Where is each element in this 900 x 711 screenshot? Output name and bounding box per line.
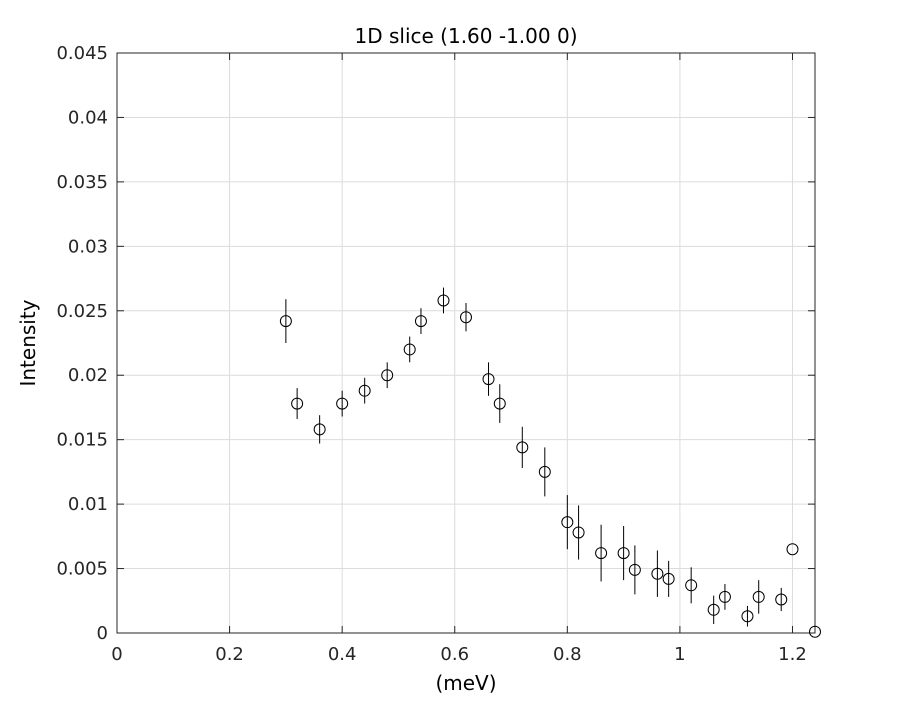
- x-tick-label: 0: [111, 644, 122, 665]
- data-point: [313, 423, 326, 436]
- data-series: [279, 287, 821, 638]
- data-point: [358, 384, 371, 397]
- x-tick-label: 0.6: [440, 644, 469, 665]
- data-point: [336, 397, 349, 410]
- data-point: [662, 572, 675, 585]
- data-point: [775, 593, 788, 606]
- data-point: [460, 311, 472, 324]
- y-tick-label: 0.035: [56, 172, 108, 193]
- x-tick-label: 0.4: [328, 644, 357, 665]
- y-tick-label: 0.025: [56, 301, 108, 322]
- y-tick-label: 0.005: [56, 559, 108, 580]
- data-point: [493, 397, 506, 410]
- x-axis-title: (meV): [435, 671, 496, 695]
- y-axis-title: Intensity: [16, 299, 40, 386]
- y-tick-label: 0: [97, 623, 108, 644]
- data-point: [572, 526, 585, 539]
- x-tick-label: 0.8: [553, 644, 582, 665]
- data-point: [809, 625, 821, 638]
- data-point: [403, 343, 416, 356]
- plot-area-box: [116, 52, 816, 634]
- x-tick-label: 0.2: [215, 644, 244, 665]
- y-tick-label: 0.015: [56, 430, 108, 451]
- data-point: [595, 547, 608, 560]
- x-tick-label: 1.2: [778, 644, 807, 665]
- data-point: [561, 516, 574, 529]
- data-point: [651, 567, 664, 580]
- data-point: [628, 563, 641, 576]
- data-point: [381, 369, 394, 382]
- data-point: [718, 590, 731, 603]
- y-tick-label: 0.02: [68, 365, 108, 386]
- axis-ticks: 0 0.2 0.4 0.6 0.8 1 1.2 0 0.005 0.01 0.015 0.02 0.02…: [56, 43, 815, 665]
- y-tick-label: 0.03: [68, 236, 108, 257]
- data-point: [291, 397, 304, 410]
- data-point: [414, 315, 427, 328]
- data-point: [786, 543, 799, 556]
- data-point: [279, 315, 292, 328]
- chart-title: 1D slice (1.60 -1.00 0): [355, 24, 578, 48]
- data-point: [437, 294, 450, 307]
- data-point: [482, 373, 495, 386]
- data-point: [752, 590, 765, 603]
- y-tick-label: 0.045: [56, 43, 108, 64]
- data-point: [617, 547, 630, 560]
- data-point: [741, 610, 754, 623]
- data-point: [516, 441, 529, 454]
- data-point: [538, 465, 551, 478]
- y-tick-label: 0.01: [68, 494, 108, 515]
- x-tick-label: 1: [674, 644, 685, 665]
- y-tick-label: 0.04: [68, 107, 108, 128]
- data-point: [685, 579, 698, 592]
- data-point: [707, 603, 720, 616]
